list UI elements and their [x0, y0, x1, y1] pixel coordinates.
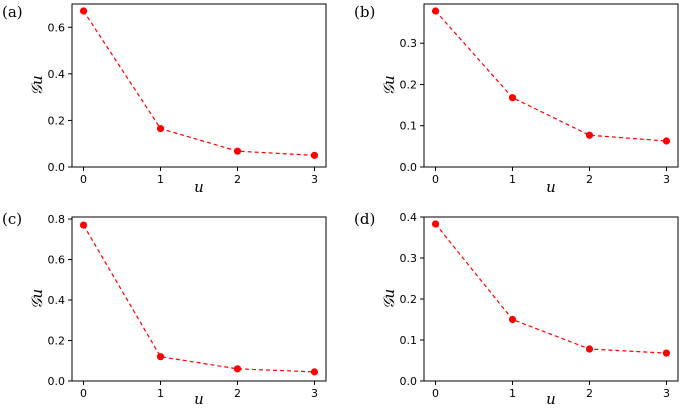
y-tick-label: 0.0 — [400, 161, 418, 174]
y-tick-label: 0.2 — [400, 293, 418, 306]
data-point — [585, 345, 594, 353]
plot-frame — [423, 216, 679, 382]
y-tick-label: 0.2 — [48, 114, 66, 127]
data-point — [585, 131, 594, 139]
x-tick-label: 3 — [311, 173, 318, 186]
x-tick-label: 3 — [311, 387, 318, 400]
x-tick-label: 0 — [80, 173, 87, 186]
series-line — [83, 224, 315, 373]
y-axis-label: 𝒢u — [28, 289, 46, 309]
series-line — [435, 223, 667, 354]
x-axis-label: u — [194, 178, 204, 196]
x-tick-label: 0 — [80, 387, 87, 400]
x-tick-label: 0 — [432, 387, 439, 400]
plot-frame — [423, 3, 679, 168]
panel-label: (d) — [354, 210, 375, 228]
x-tick-label: 1 — [157, 173, 164, 186]
x-tick-label: 1 — [509, 387, 516, 400]
x-tick-label: 2 — [234, 387, 241, 400]
y-tick-label: 0.0 — [48, 161, 66, 174]
y-axis-label: 𝒢u — [380, 75, 398, 95]
y-tick-label: 0.6 — [48, 254, 66, 267]
data-point — [156, 353, 165, 361]
y-tick-label: 0.4 — [48, 68, 66, 81]
data-point — [233, 365, 242, 373]
panel-label: (b) — [354, 3, 375, 21]
data-point — [431, 220, 440, 228]
plot-frame — [71, 3, 327, 168]
x-tick-label: 3 — [663, 387, 670, 400]
y-tick-label: 0.2 — [400, 78, 418, 91]
y-tick-label: 0.1 — [400, 334, 418, 347]
x-tick-label: 2 — [586, 387, 593, 400]
y-axis-label: 𝒢u — [380, 289, 398, 309]
y-tick-label: 0.4 — [400, 211, 418, 224]
x-tick-label: 1 — [509, 173, 516, 186]
x-tick-label: 0 — [432, 173, 439, 186]
x-axis-label: u — [546, 178, 556, 196]
data-point — [233, 147, 242, 155]
x-axis-label: u — [546, 390, 556, 408]
data-point — [310, 368, 319, 376]
y-tick-label: 0.4 — [48, 294, 66, 307]
y-tick-label: 0.2 — [48, 335, 66, 348]
data-point — [508, 315, 517, 324]
y-tick-label: 0.0 — [48, 375, 66, 388]
x-tick-label: 2 — [586, 173, 593, 186]
data-point — [662, 349, 671, 357]
y-tick-label: 0.8 — [48, 213, 66, 226]
x-tick-label: 2 — [234, 173, 241, 186]
x-tick-label: 3 — [663, 173, 670, 186]
y-tick-label: 0.3 — [400, 252, 418, 265]
data-point — [156, 124, 165, 133]
data-point — [662, 137, 671, 145]
data-point — [79, 221, 88, 229]
data-point — [79, 7, 88, 15]
x-tick-label: 1 — [157, 387, 164, 400]
y-tick-label: 0.6 — [48, 21, 66, 34]
panel-label: (a) — [2, 3, 23, 21]
y-tick-label: 0.1 — [400, 120, 418, 133]
y-tick-label: 0.3 — [400, 37, 418, 50]
panel-2: (b) 0.0 0.1 0.2 0.3 0 1 2 3 u 𝒢u — [354, 3, 679, 196]
data-point — [310, 151, 319, 159]
series-line — [83, 10, 315, 156]
data-point — [508, 94, 517, 102]
x-axis-label: u — [194, 390, 204, 408]
data-point — [431, 7, 440, 15]
panel-4: (d) 0.0 0.1 0.2 0.3 0.4 0 1 2 3 u 𝒢u — [354, 210, 679, 408]
panel-label: (c) — [2, 210, 22, 228]
panel-1: (a) 0.0 0.2 0.4 0.6 0 1 2 3 u 𝒢u — [2, 3, 327, 196]
y-axis-label: 𝒢u — [28, 75, 46, 95]
panel-3: (c) 0.0 0.2 0.4 0.6 0.8 0 1 2 3 u 𝒢u — [2, 210, 327, 408]
plot-frame — [71, 216, 327, 382]
y-tick-label: 0.0 — [400, 375, 418, 388]
series-line — [435, 10, 667, 142]
